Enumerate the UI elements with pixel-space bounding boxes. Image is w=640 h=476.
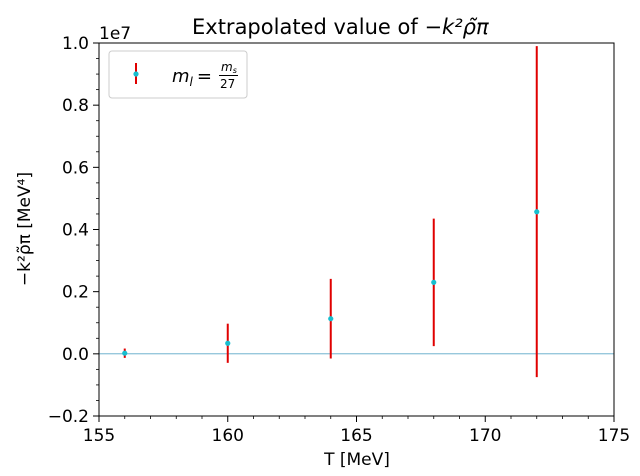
chart-title-math: −k²ρ̃π	[424, 15, 489, 39]
y-tick-label-4: 0.6	[62, 158, 89, 178]
data-point-0-0	[122, 350, 128, 356]
x-axis-label: T [MeV]	[323, 450, 390, 470]
chart-title: Extrapolated value of −k²ρ̃π	[192, 15, 489, 39]
data-point-0-1	[225, 340, 231, 346]
data-point-0-2	[328, 316, 334, 322]
legend-label: ml =	[172, 66, 212, 89]
legend: ml = ms 27	[108, 50, 248, 99]
legend-box	[108, 50, 248, 99]
legend-marker-icon	[133, 71, 139, 77]
x-tick-label-3: 170	[469, 426, 501, 446]
y-tick-label-1: 0.0	[62, 345, 89, 365]
y-offset-label: 1e7	[99, 24, 131, 44]
x-tick-label-2: 165	[340, 426, 372, 446]
y-tick-label-0: −0.2	[48, 407, 89, 427]
data-point-0-3	[431, 279, 437, 285]
y-tick-label-6: 1.0	[62, 34, 89, 54]
x-tick-label-0: 155	[83, 426, 115, 446]
x-tick-label-4: 175	[598, 426, 630, 446]
data-point-0-4	[534, 209, 540, 215]
y-axis-label: −k²ρ̃π [MeV⁴]	[15, 172, 35, 286]
y-tick-label-2: 0.2	[62, 283, 89, 303]
legend-fraction-den: 27	[220, 77, 235, 91]
y-tick-label-3: 0.4	[62, 221, 89, 241]
y-tick-label-5: 0.8	[62, 96, 89, 116]
legend-fraction-num: ms	[221, 60, 237, 75]
x-tick-label-1: 160	[212, 426, 244, 446]
